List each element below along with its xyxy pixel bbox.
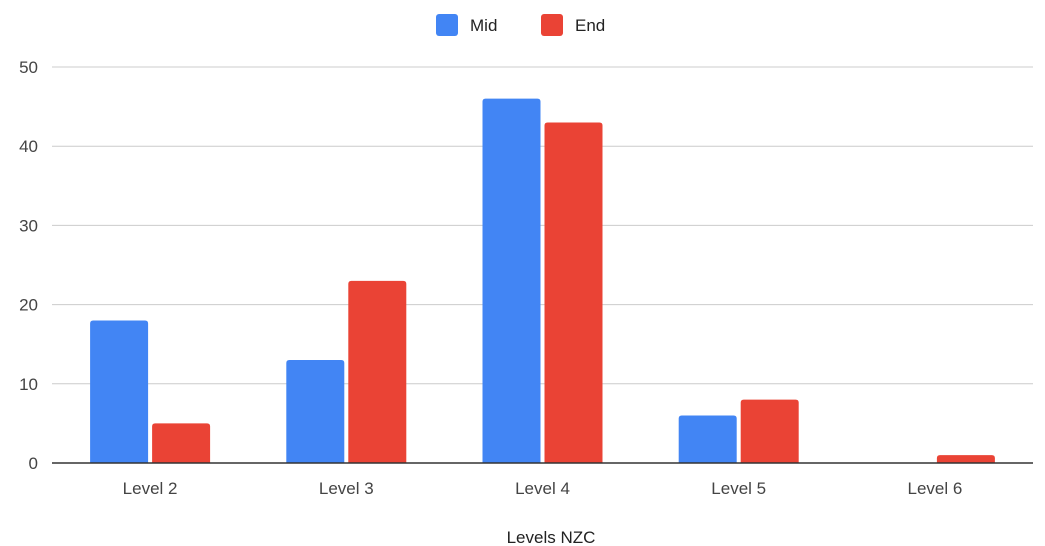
bar-end-level-6 [936, 455, 995, 463]
bar-mid-level-3 [286, 360, 345, 463]
legend-swatch-end [541, 14, 563, 36]
y-axis-ticks: 0 10 20 30 40 50 [19, 58, 38, 473]
y-tick-label: 30 [19, 216, 38, 235]
bar-mid-level-4 [482, 98, 541, 464]
x-tick-label: Level 4 [515, 479, 570, 498]
legend: Mid End [436, 14, 605, 36]
x-tick-label: Level 3 [319, 479, 374, 498]
legend-label-end: End [575, 16, 605, 35]
bar-end-level-3 [348, 280, 407, 463]
legend-swatch-mid [436, 14, 458, 36]
x-axis-title: Levels NZC [507, 528, 596, 546]
y-tick-label: 50 [19, 58, 38, 77]
x-tick-label: Level 5 [711, 479, 766, 498]
bar-end-level-4 [544, 122, 603, 463]
y-tick-label: 40 [19, 137, 38, 156]
bar-mid-level-5 [678, 415, 737, 463]
x-tick-label: Level 6 [907, 479, 962, 498]
x-tick-label: Level 2 [123, 479, 178, 498]
y-tick-label: 20 [19, 296, 38, 315]
legend-label-mid: Mid [470, 16, 497, 35]
gridlines [52, 66, 1033, 385]
bar-end-level-2 [152, 423, 211, 463]
y-tick-label: 10 [19, 375, 38, 394]
bar-mid-level-2 [90, 320, 149, 463]
y-tick-label: 0 [29, 454, 38, 473]
x-axis-ticks: Level 2 Level 3 Level 4 Level 5 Level 6 [123, 479, 963, 498]
bar-end-level-5 [740, 399, 799, 463]
bars [90, 98, 995, 464]
